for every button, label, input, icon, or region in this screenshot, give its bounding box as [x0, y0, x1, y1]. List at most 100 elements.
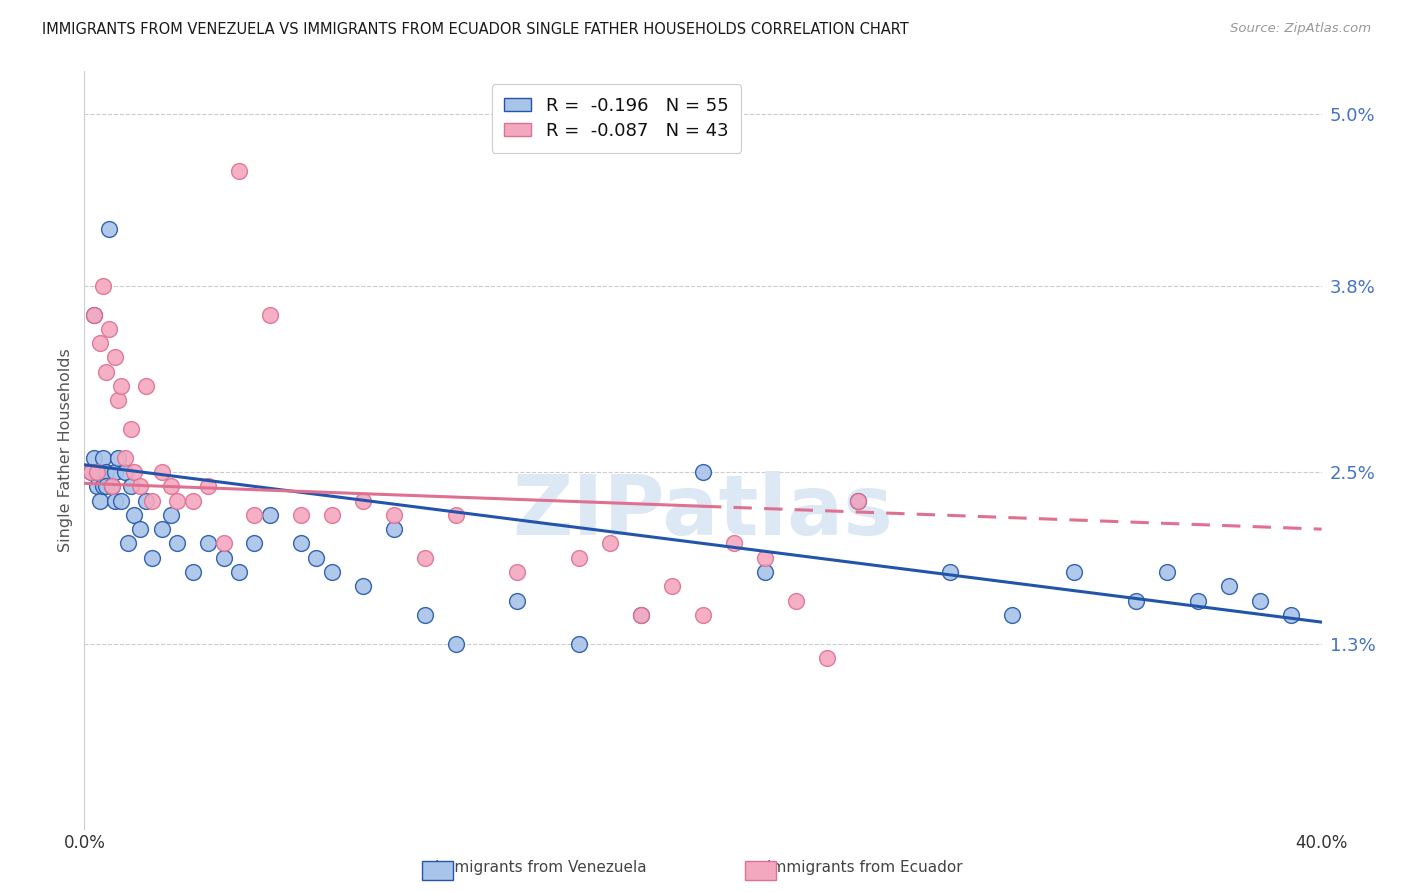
Point [444, 508, 467, 522]
Point [122, 465, 145, 479]
Point [101, 479, 124, 493]
Point [86, 465, 108, 479]
Point [79, 465, 101, 479]
Point [785, 593, 807, 607]
Point [94, 479, 117, 493]
Point [243, 536, 266, 550]
Point [939, 565, 962, 579]
Point [290, 508, 312, 522]
Point [413, 607, 436, 622]
Point [160, 508, 183, 522]
Text: IMMIGRANTS FROM VENEZUELA VS IMMIGRANTS FROM ECUADOR SINGLE FATHER HOUSEHOLDS CO: IMMIGRANTS FROM VENEZUELA VS IMMIGRANTS … [42, 22, 908, 37]
Point [1063, 565, 1085, 579]
Point [120, 422, 142, 436]
Point [382, 522, 405, 536]
Point [129, 479, 152, 493]
Point [117, 536, 139, 550]
Point [91, 479, 114, 493]
Point [166, 536, 188, 550]
Point [91, 450, 114, 465]
Point [754, 550, 776, 565]
Point [212, 550, 235, 565]
Point [1279, 607, 1302, 622]
Point [110, 493, 132, 508]
Point [212, 536, 235, 550]
Point [98, 322, 121, 336]
Y-axis label: Single Father Households: Single Father Households [58, 349, 73, 552]
Point [89, 493, 111, 508]
Point [290, 536, 312, 550]
Point [413, 550, 436, 565]
Point [661, 579, 683, 593]
Point [141, 493, 163, 508]
Text: Immigrants from Venezuela: Immigrants from Venezuela [436, 861, 647, 875]
Point [89, 336, 111, 351]
Point [1249, 593, 1271, 607]
Point [692, 607, 714, 622]
Point [150, 465, 173, 479]
Point [141, 550, 163, 565]
Point [104, 465, 127, 479]
Point [846, 493, 869, 508]
Point [506, 593, 529, 607]
Point [568, 550, 591, 565]
Point [1218, 579, 1240, 593]
Point [259, 308, 281, 322]
Point [98, 221, 121, 235]
Text: ZIPatlas: ZIPatlas [513, 471, 893, 551]
Point [599, 536, 621, 550]
Point [166, 493, 188, 508]
Point [101, 479, 124, 493]
Point [79, 465, 101, 479]
Point [150, 522, 173, 536]
Point [110, 379, 132, 393]
Point [114, 450, 136, 465]
Point [94, 465, 117, 479]
Point [1156, 565, 1178, 579]
Point [83, 308, 105, 322]
Point [129, 522, 152, 536]
Point [135, 493, 157, 508]
Point [197, 536, 219, 550]
Point [107, 393, 129, 408]
Point [122, 508, 145, 522]
Point [754, 565, 776, 579]
Point [1125, 593, 1147, 607]
Point [86, 479, 108, 493]
Point [630, 607, 652, 622]
Point [181, 493, 204, 508]
Point [1187, 593, 1209, 607]
Point [181, 565, 204, 579]
Point [197, 479, 219, 493]
Point [321, 508, 343, 522]
Point [243, 508, 266, 522]
Point [135, 379, 157, 393]
Point [228, 164, 250, 178]
Point [352, 493, 374, 508]
Point [444, 637, 467, 651]
Point [506, 565, 529, 579]
Point [723, 536, 745, 550]
Point [321, 565, 343, 579]
Point [104, 493, 127, 508]
Point [114, 465, 136, 479]
Point [160, 479, 183, 493]
Point [94, 365, 117, 379]
Point [107, 450, 129, 465]
Text: Source: ZipAtlas.com: Source: ZipAtlas.com [1230, 22, 1371, 36]
Text: Immigrants from Ecuador: Immigrants from Ecuador [766, 861, 963, 875]
Legend: R =  -0.196   N = 55, R =  -0.087   N = 43: R = -0.196 N = 55, R = -0.087 N = 43 [492, 84, 741, 153]
Point [91, 279, 114, 293]
Point [815, 651, 838, 665]
Point [120, 479, 142, 493]
Point [692, 465, 714, 479]
Point [259, 508, 281, 522]
Point [846, 493, 869, 508]
Point [630, 607, 652, 622]
Point [86, 465, 108, 479]
Point [228, 565, 250, 579]
Point [352, 579, 374, 593]
Point [83, 308, 105, 322]
Point [305, 550, 328, 565]
Point [83, 450, 105, 465]
